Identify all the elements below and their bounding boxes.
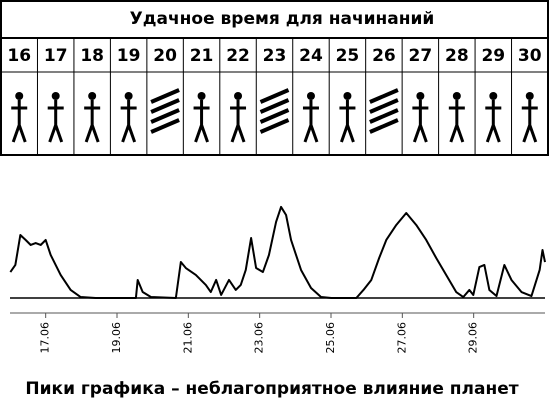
icon-stripe	[369, 98, 399, 114]
icon-body	[11, 100, 28, 143]
x-tick-label: 17.06	[39, 322, 52, 354]
icon-body	[339, 100, 356, 143]
icon-body	[485, 100, 502, 143]
day-number: 29	[481, 46, 505, 66]
table-title: Удачное время для начинаний	[130, 9, 435, 29]
icon-head	[525, 92, 534, 100]
x-tick-label: 25.06	[324, 322, 337, 354]
day-number: 25	[336, 46, 360, 66]
icon-body	[448, 100, 465, 143]
day-number: 20	[153, 46, 177, 66]
table-frame	[0, 0, 549, 156]
icon-head	[88, 92, 97, 100]
icon-head	[343, 92, 352, 100]
day-number: 17	[44, 46, 68, 66]
icon-body	[230, 100, 247, 143]
icon-head	[15, 92, 24, 100]
icon-head	[234, 92, 243, 100]
x-tick-label: 29.06	[467, 322, 480, 354]
icon-head	[51, 92, 60, 100]
icon-body	[84, 100, 101, 143]
icon-stripe	[259, 118, 290, 134]
icon-body	[412, 100, 429, 143]
icon-stripe	[259, 108, 290, 124]
day-number: 26	[372, 46, 396, 66]
day-number: 27	[409, 46, 433, 66]
icon-stripe	[369, 88, 399, 104]
day-number: 30	[518, 46, 542, 66]
icon-stripe	[259, 98, 290, 114]
icon-stripe	[369, 108, 399, 124]
x-tick-label: 27.06	[395, 322, 408, 354]
icon-head	[124, 92, 133, 100]
icon-body	[521, 100, 538, 143]
day-number: 23	[263, 46, 287, 66]
day-number: 16	[7, 46, 31, 66]
icon-head	[197, 92, 206, 100]
icon-stripe	[259, 88, 290, 104]
day-number: 19	[117, 46, 141, 66]
icon-body	[302, 100, 319, 143]
day-number: 21	[190, 46, 214, 66]
icon-head	[489, 92, 498, 100]
icon-head	[452, 92, 461, 100]
icon-stripe	[150, 88, 180, 104]
icon-stripe	[150, 108, 180, 124]
icon-body	[47, 100, 64, 143]
day-number: 18	[80, 46, 104, 66]
icon-body	[120, 100, 137, 143]
x-tick-label: 21.06	[181, 322, 194, 354]
icon-head	[306, 92, 315, 100]
caption: Пики графика – неблагоприятное влияние п…	[25, 379, 518, 399]
icon-stripe	[150, 118, 180, 134]
icon-body	[193, 100, 210, 143]
day-number: 22	[226, 46, 250, 66]
icon-head	[416, 92, 425, 100]
day-number: 24	[299, 46, 323, 66]
icon-stripe	[369, 118, 399, 134]
day-number: 28	[445, 46, 469, 66]
x-tick-label: 23.06	[253, 322, 266, 354]
icon-stripe	[150, 98, 180, 114]
data-line	[9, 205, 546, 299]
x-tick-label: 19.06	[110, 322, 123, 354]
